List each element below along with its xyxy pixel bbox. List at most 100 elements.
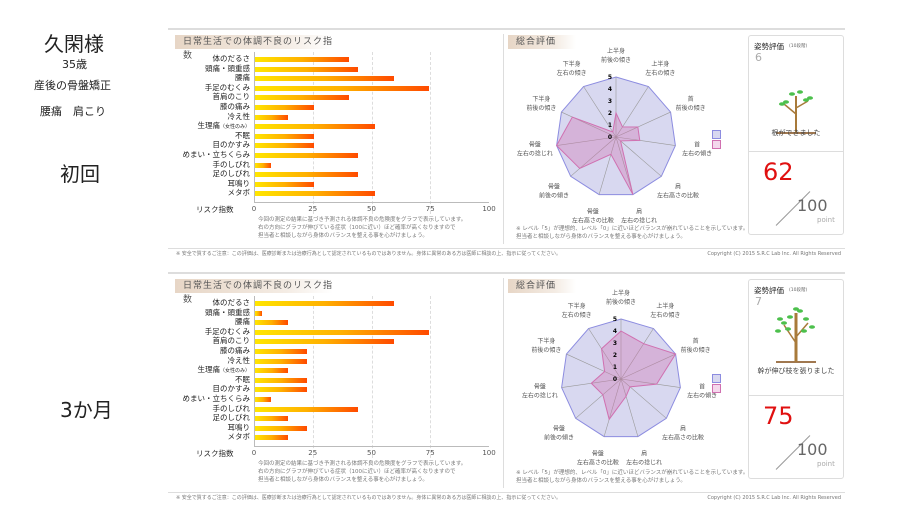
risk-bar (255, 143, 314, 149)
radar-axis-label: 前後の傾き (681, 346, 711, 354)
tick-label: 25 (308, 205, 318, 213)
client-complaints: 腰痛 肩こり (40, 105, 106, 118)
radar-note: ※ レベル「5」が理想的、レベル「0」に近いほどバランスが崩れていることを示して… (516, 470, 749, 476)
radar-spoke (615, 136, 662, 177)
risk-note: 今回の測定の結果に基づき予測される体調不良の危険度をグラフで表示しています。 (258, 461, 467, 467)
risk-bar (255, 162, 272, 168)
grid-line (312, 296, 314, 458)
risk-bar (255, 387, 307, 393)
bar-label-text: 生理痛 (197, 121, 220, 131)
risk-note: 担当者と相談しながら身体のバランスを整える事を心がけましょう。 (258, 233, 428, 239)
radar-scale-label: 4 (613, 328, 617, 335)
radar-spoke (598, 136, 617, 195)
bar-label: 体のだるさ (213, 54, 251, 63)
bar-label-text: 足のしびれ (212, 413, 251, 423)
risk-bar (255, 406, 359, 412)
score-max: 100 (797, 196, 828, 215)
bar-label: 手足のむくみ (205, 83, 250, 92)
radar-axis-label: 首 (699, 383, 705, 391)
bar-label: 手のしびれ (213, 160, 251, 169)
radar-scale-label: 0 (608, 134, 612, 141)
risk-bar (255, 76, 394, 82)
bar-label-text: 目のかすみ (212, 140, 251, 150)
radar-axis-label: 前後の傾き (531, 346, 561, 354)
risk-bar (255, 85, 429, 91)
posture-message: 幹が伸び枝を張りました (757, 367, 835, 375)
client-age: 35歳 (62, 58, 87, 71)
radar-axis-label: 首 (694, 141, 700, 149)
bar-label-sub: （女性のみ） (219, 368, 250, 375)
risk-bar (255, 124, 375, 130)
radar-spoke (615, 136, 676, 146)
bar-label: 頭痛・頭重感 (205, 308, 250, 317)
radar-axis-label: 左右高さの比較 (657, 192, 699, 200)
risk-note: 右の方向にグラフが伸びている症状（100に近い）ほど確率が高くなりますので (258, 225, 456, 231)
posture-card: 姿勢評価 (10段階) 6 根ができました 62 100 point (748, 35, 844, 235)
bar-label: 頭痛・頭重感 (205, 64, 250, 73)
posture-scale: (10段階) (789, 44, 808, 49)
report-panel-initial: 日常生活での体調不良のリスク指数 0 25 50 75 100 リスク指数 体のだるさ 頭痛・頭… (168, 28, 845, 257)
legend-ideal-swatch (712, 130, 721, 139)
radar-spoke (566, 353, 622, 380)
tick-label: 0 (251, 205, 257, 213)
radar-scale-label: 5 (613, 316, 617, 323)
radar-axis-label: 左右の捻じれ (517, 150, 553, 158)
bar-label-text: 首肩のこり (212, 92, 251, 102)
risk-axis-label: リスク指数 (196, 449, 234, 458)
radar-scale-label: 2 (608, 110, 612, 117)
radar-scale-label: 1 (608, 122, 612, 129)
copyright: Copyright (C) 2015 S.R.C Lab Inc. All Ri… (707, 495, 841, 501)
bar-label: 生理痛（女性のみ） (197, 365, 250, 376)
radar-axis-label: 骨盤 (529, 141, 541, 149)
bar-label-text: めまい・立ちくらみ (182, 394, 251, 403)
score-unit: point (817, 460, 835, 468)
radar-axis-label: 肩 (641, 450, 647, 458)
risk-bar (255, 320, 288, 326)
radar-spoke (570, 136, 617, 177)
bar-label: 体のだるさ (213, 298, 251, 307)
tree-icon (775, 307, 816, 363)
risk-bar (255, 153, 359, 158)
grid-line (371, 296, 373, 458)
radar-spoke (603, 378, 622, 437)
bar-label-text: 手足のむくみ (204, 82, 250, 92)
score-value: 75 (763, 402, 794, 430)
radar-chart: 012345上半身前後の傾き上半身左右の傾き首前後の傾き首左右の傾き肩左右高さの… (522, 289, 717, 467)
footer-divider (168, 492, 845, 493)
radar-actual-polygon (555, 111, 641, 195)
risk-bar (255, 358, 307, 364)
radar-scale-label: 1 (613, 364, 617, 371)
tree-icon (776, 90, 816, 134)
radar-axis-label: 左右の傾き (557, 69, 587, 77)
radar-axis-label: 骨盤 (592, 450, 604, 458)
posture-level: 6 (755, 51, 762, 64)
radar-axis-label: 前後の傾き (544, 434, 574, 442)
score-max: 100 (797, 440, 828, 459)
risk-bar (255, 310, 263, 316)
bar-label-text: 耳鳴り (227, 422, 251, 432)
radar-axis-label: 下半身 (568, 302, 586, 310)
risk-bar (255, 181, 314, 187)
radar-spoke (615, 136, 634, 195)
radar-spoke (615, 111, 671, 138)
session-label-3months: 3か月 (60, 398, 113, 422)
bar-label-text: 耳鳴り (227, 178, 251, 188)
risk-bar (255, 133, 314, 139)
radar-axis-label: 前後の傾き (606, 298, 636, 306)
risk-bar (255, 114, 288, 120)
grid-line (312, 52, 314, 214)
bar-label-text: 冷え性 (227, 111, 251, 121)
radar-scale-label: 3 (608, 98, 612, 105)
bar-label-text: 不眠 (235, 130, 250, 140)
bar-label: 首肩のこり (213, 336, 251, 345)
bar-label-text: 不眠 (235, 374, 250, 384)
radar-axis-label: 左右高さの比較 (572, 217, 614, 225)
bar-label: 不眠 (235, 375, 250, 384)
bar-label-text: 生理痛 (197, 365, 220, 375)
risk-bar (255, 329, 429, 335)
tick-label: 75 (425, 205, 435, 213)
tick-label: 100 (482, 449, 496, 457)
radar-scale-label: 2 (613, 352, 617, 359)
x-axis (254, 202, 489, 203)
risk-bar (255, 339, 394, 345)
